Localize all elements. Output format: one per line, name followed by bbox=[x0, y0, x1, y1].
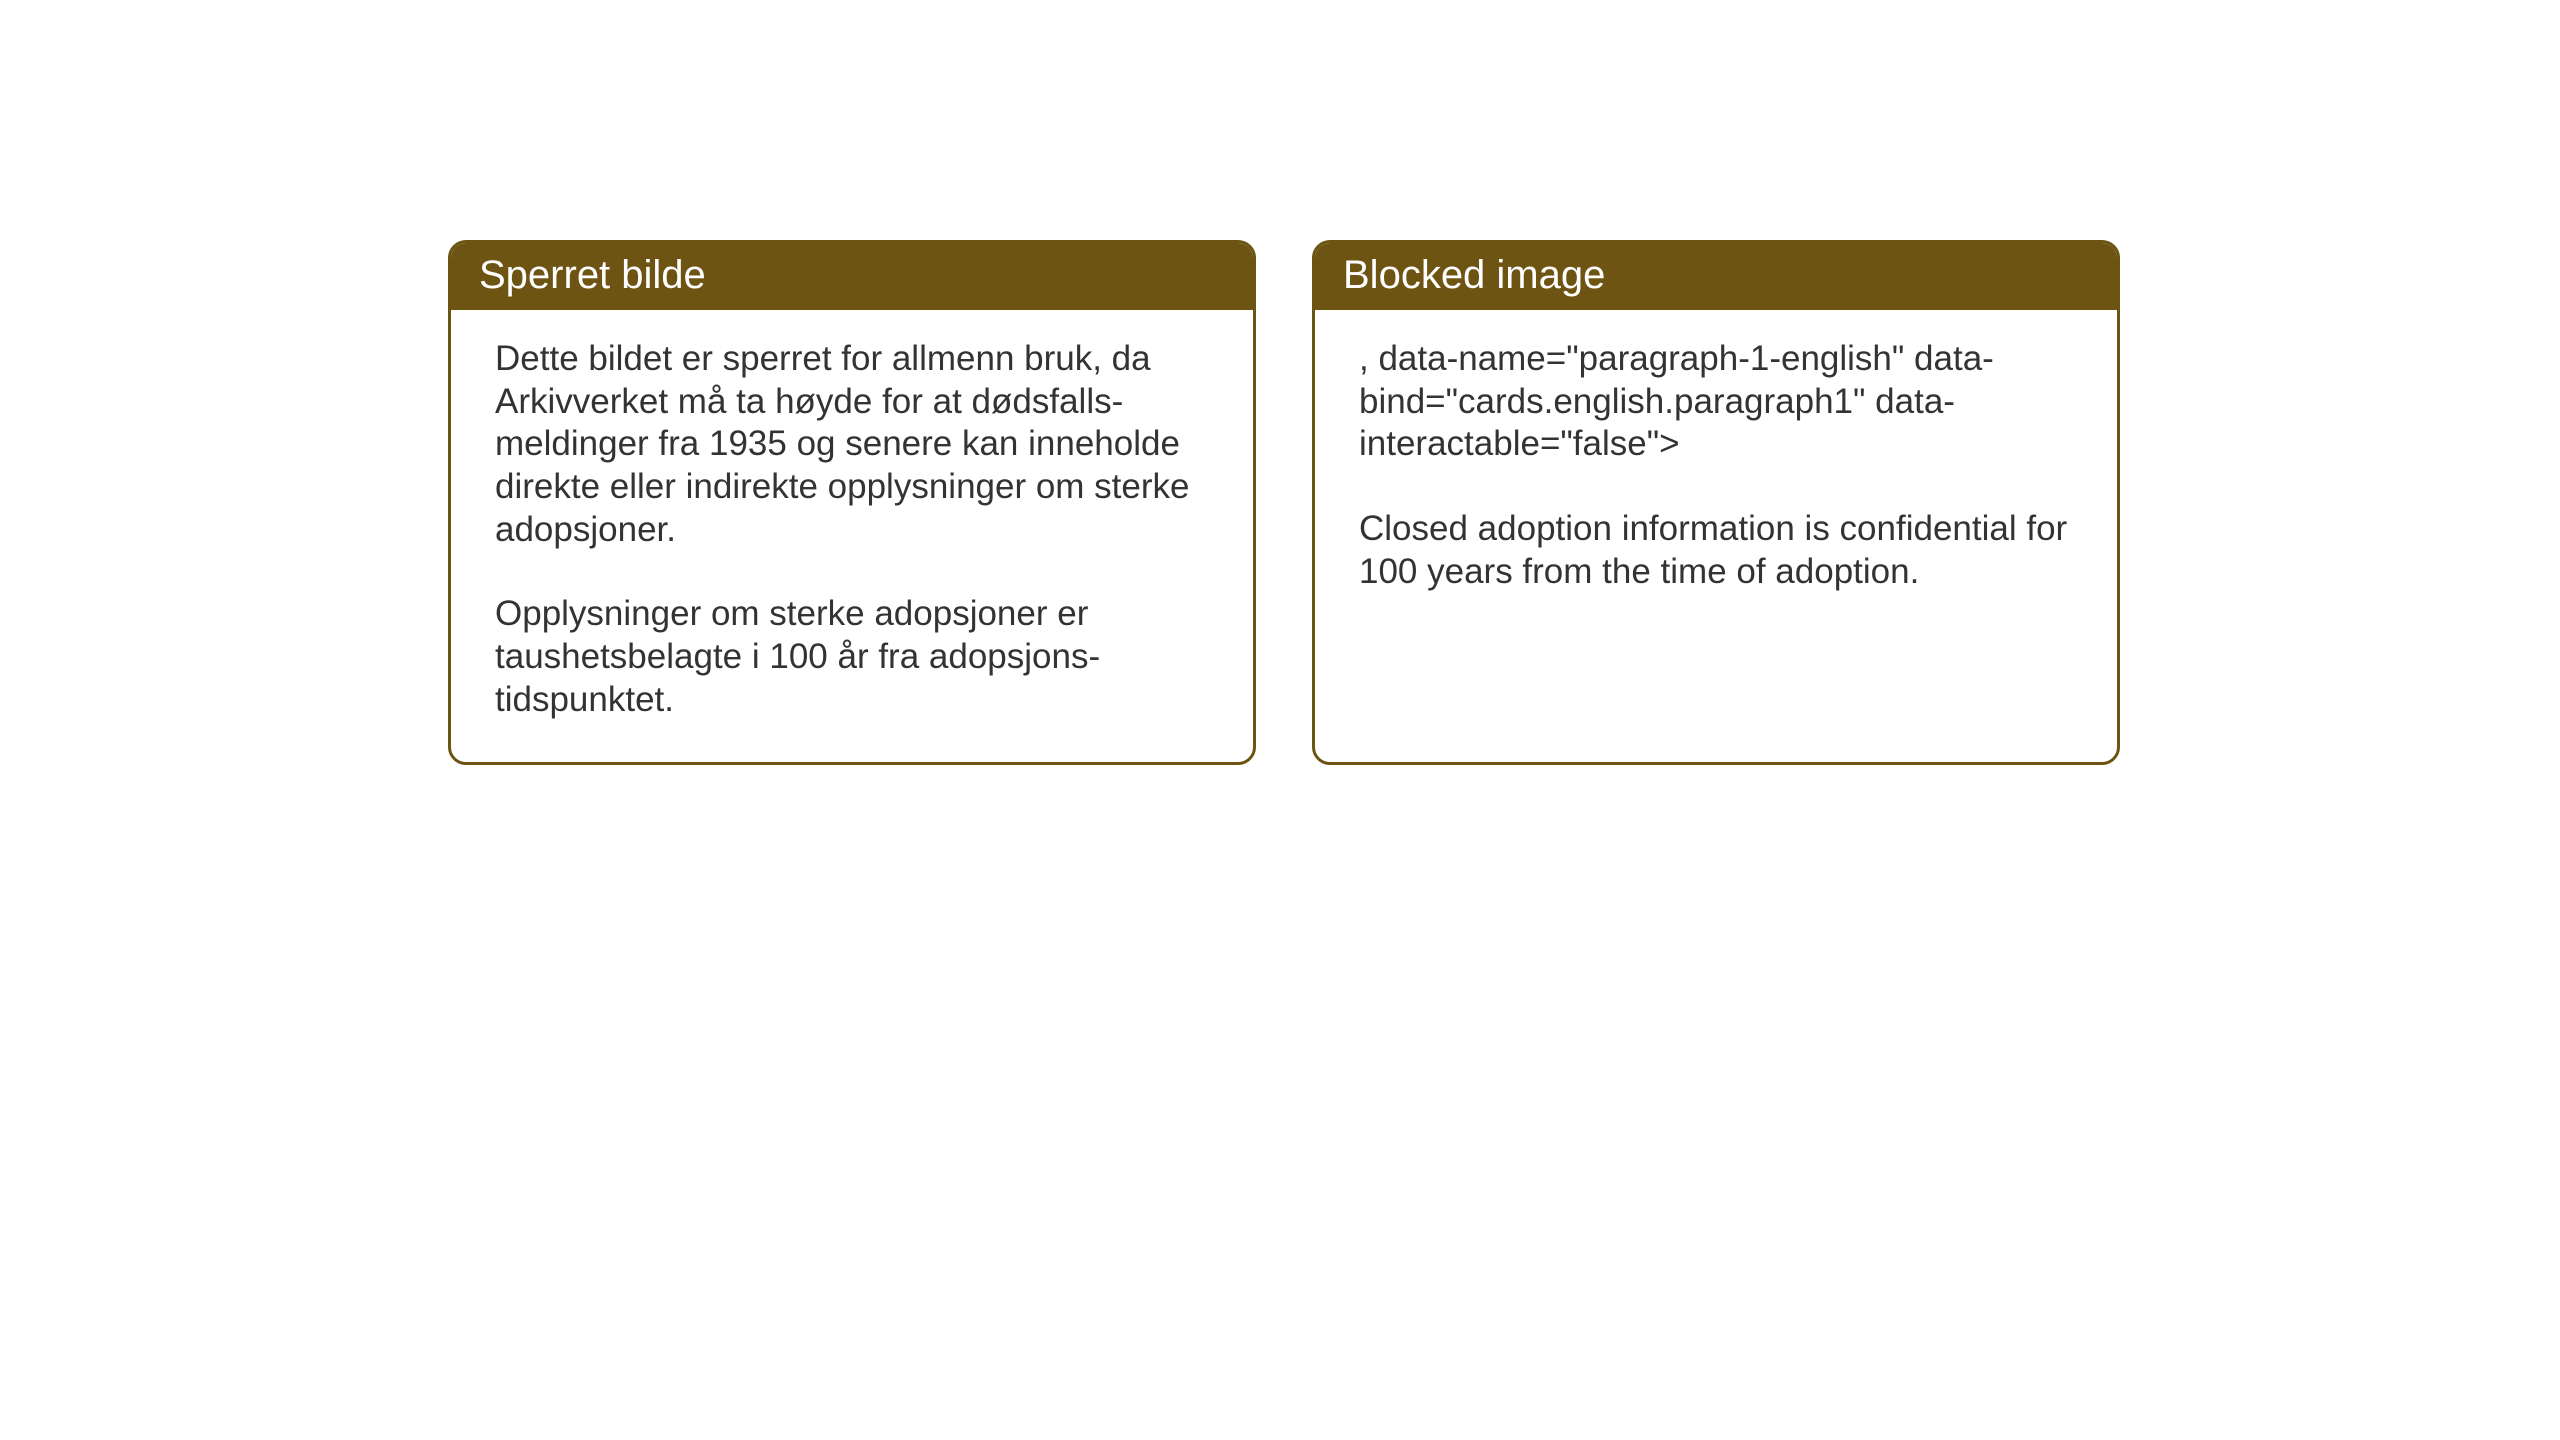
paragraph-2-english: Closed adoption information is confident… bbox=[1359, 508, 2073, 593]
card-header-english: Blocked image bbox=[1315, 243, 2117, 310]
card-title-norwegian: Sperret bilde bbox=[479, 253, 706, 297]
notice-container: Sperret bilde Dette bildet er sperret fo… bbox=[448, 240, 2120, 765]
card-body-norwegian: Dette bildet er sperret for allmenn bruk… bbox=[451, 310, 1253, 762]
card-title-english: Blocked image bbox=[1343, 253, 1605, 297]
paragraph-1-norwegian: Dette bildet er sperret for allmenn bruk… bbox=[495, 338, 1209, 551]
card-body-english: , data-name="paragraph-1-english" data-b… bbox=[1315, 310, 2117, 633]
paragraph-2-norwegian: Opplysninger om sterke adopsjoner er tau… bbox=[495, 593, 1209, 721]
notice-card-norwegian: Sperret bilde Dette bildet er sperret fo… bbox=[448, 240, 1256, 765]
card-header-norwegian: Sperret bilde bbox=[451, 243, 1253, 310]
notice-card-english: Blocked image , data-name="paragraph-1-e… bbox=[1312, 240, 2120, 765]
